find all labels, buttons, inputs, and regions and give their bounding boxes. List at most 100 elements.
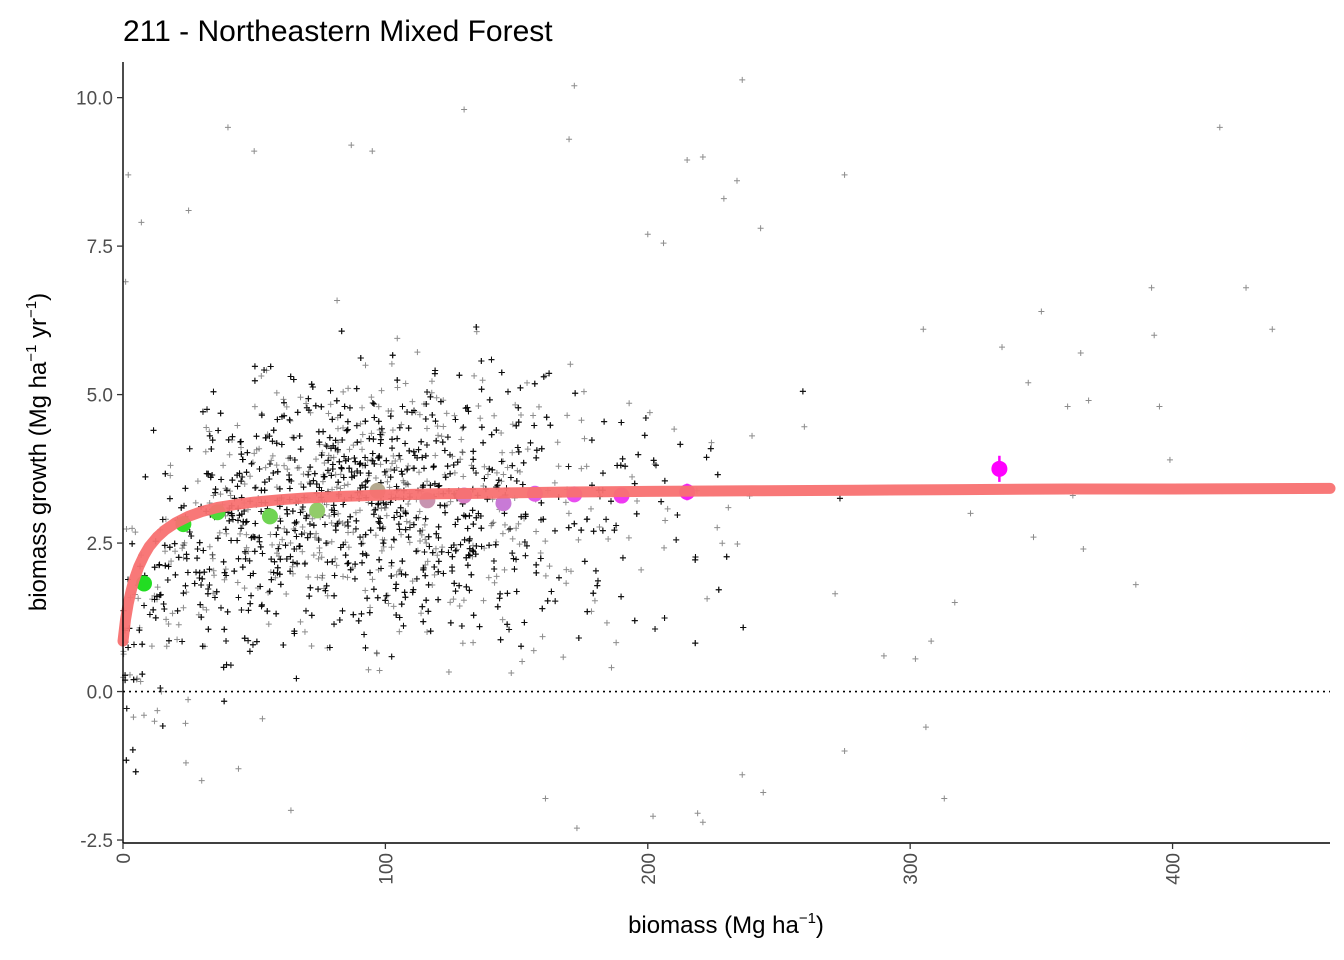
x-axis-ticks: 0 100 200 300 400 [114,843,1185,885]
raw-data-point [361,631,368,638]
raw-data-point [397,513,404,520]
raw-data-point [622,463,629,470]
raw-data-point [590,528,597,535]
raw-data-point [309,383,316,390]
raw-data-point [611,527,618,534]
raw-data-point [336,616,343,623]
raw-data-point [658,498,665,505]
raw-data-point [470,448,477,455]
raw-data-point [470,521,477,528]
raw-data-point [315,428,322,435]
raw-data-point [199,643,206,650]
raw-data-point [608,498,614,505]
raw-data-point [513,588,520,595]
raw-data-point [129,540,136,547]
raw-data-point [274,468,281,475]
raw-data-point [199,575,206,582]
raw-data-point [661,544,668,551]
raw-data-point [320,471,327,478]
raw-data-point [220,462,227,469]
raw-data-point [504,388,511,395]
raw-data-point [331,507,338,514]
raw-data-point [404,409,411,416]
raw-data-point [331,572,338,579]
raw-data-point [494,482,501,489]
raw-data-point [374,594,381,601]
raw-data-point [408,409,415,416]
raw-data-point [362,418,369,425]
raw-data-point [633,510,640,517]
raw-data-point [488,431,495,438]
raw-data-point [450,596,457,603]
raw-data-point [453,546,460,553]
raw-data-point [445,669,452,676]
raw-data-point [148,643,155,650]
raw-data-point [267,568,274,575]
raw-data-point [402,440,409,447]
raw-data-point [548,588,555,595]
raw-data-point [273,531,280,538]
raw-data-point [222,526,229,533]
x-tick-label: 100 [376,853,397,885]
raw-data-point [411,452,418,459]
raw-data-point [760,789,767,796]
raw-data-point [421,549,428,556]
raw-data-point [214,535,221,542]
raw-data-point [326,644,333,651]
raw-data-point [252,520,259,527]
raw-data-point [320,585,327,592]
raw-data-point [267,363,274,370]
raw-data-point [389,436,396,443]
raw-data-point [515,404,522,411]
raw-data-point [599,470,606,477]
raw-data-point [265,621,272,628]
raw-data-point [588,437,595,444]
raw-data-point [388,559,395,566]
raw-data-point [390,603,397,610]
raw-data-point [459,449,466,456]
raw-data-point [321,521,328,528]
raw-data-point [449,564,456,571]
raw-data-point [537,555,544,562]
raw-data-point [270,427,277,434]
raw-data-point [243,531,250,538]
raw-data-point [537,555,544,562]
raw-data-point [258,603,265,610]
raw-data-point [496,595,503,602]
raw-data-point [397,513,404,520]
raw-data-point [351,575,358,582]
raw-data-point [323,443,330,450]
raw-data-point [456,372,463,379]
raw-data-point [415,446,422,453]
raw-data-point [498,369,505,376]
raw-data-point [376,520,383,527]
y-axis-title-mid: yr [25,318,52,345]
raw-data-point [304,534,311,541]
raw-data-point [618,419,625,426]
raw-data-point [498,478,505,485]
raw-data-point [159,722,166,729]
raw-data-point [544,597,551,604]
y-axis-title-main: biomass growth (Mg ha [25,361,52,611]
raw-data-point [140,712,147,719]
raw-data-point [342,552,349,559]
raw-data-point [336,458,343,465]
raw-data-point [473,542,480,549]
raw-data-point [664,505,671,512]
raw-data-point [432,418,439,425]
raw-data-point [201,643,208,650]
raw-data-point [427,482,434,489]
raw-data-point [311,470,318,477]
raw-data-point [328,520,335,526]
raw-data-point [413,548,420,555]
raw-data-point [594,577,601,584]
raw-data-point [383,592,390,599]
raw-data-point [335,479,342,486]
raw-data-point [270,427,277,434]
raw-data-point [261,367,268,374]
raw-data-point [395,521,402,528]
raw-data-point [520,459,527,466]
raw-data-point [293,675,300,682]
raw-data-point [422,572,429,579]
raw-data-point [347,513,354,520]
